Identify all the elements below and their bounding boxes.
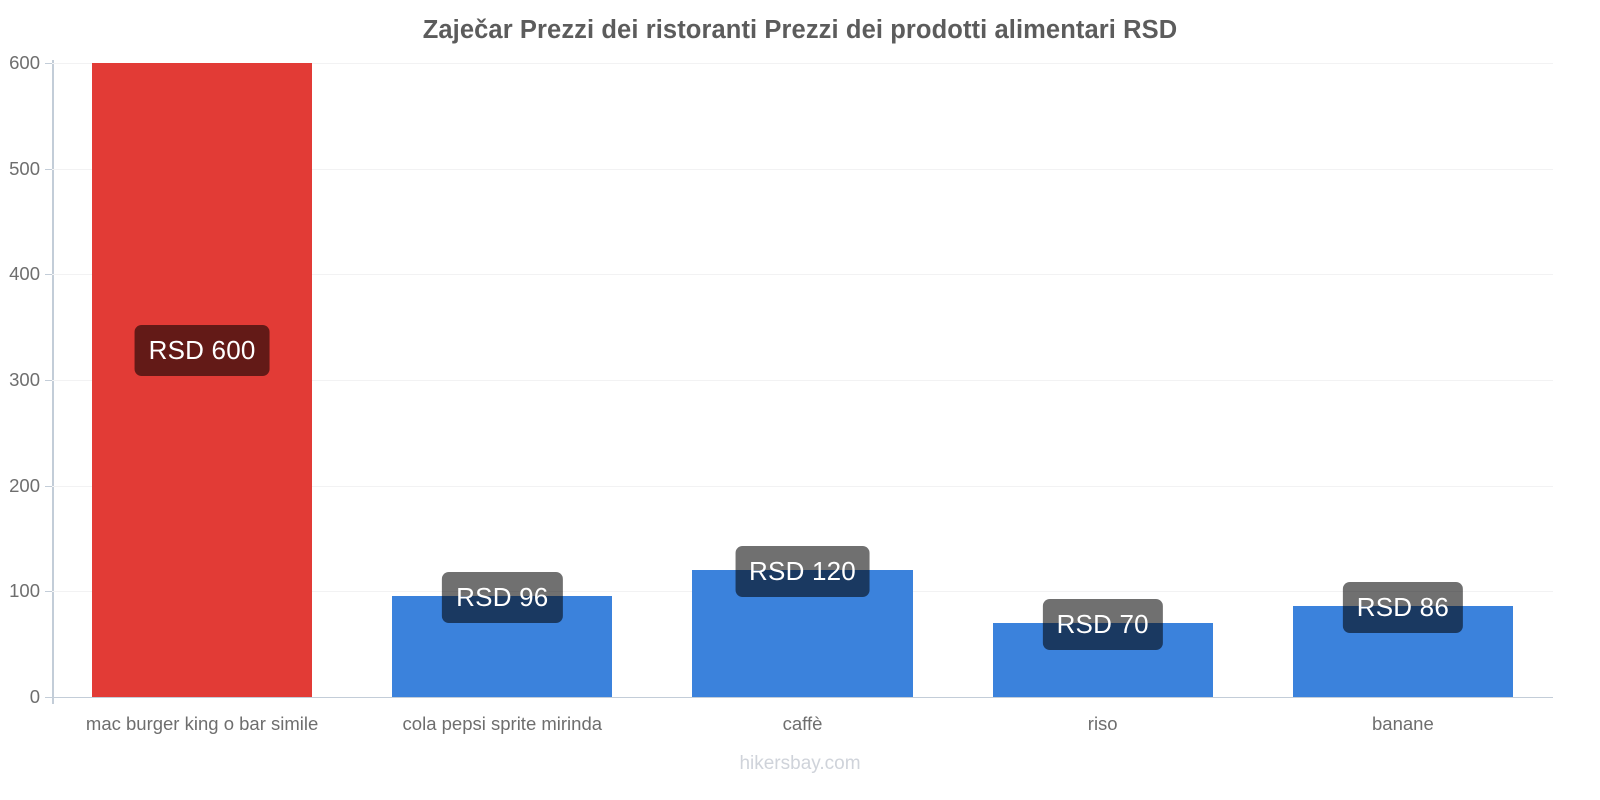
gridline-300 [52,380,1553,381]
chart-title: Zaječar Prezzi dei ristoranti Prezzi dei… [422,16,1178,44]
y-tick-label-600: 600 [9,52,40,73]
x-label-3: caffè [782,713,823,734]
y-tick-label-0: 0 [29,686,40,707]
x-label-2: cola pepsi sprite mirinda [402,713,603,734]
value-badge-4: RSD 70 [1042,599,1163,651]
value-badge-3: RSD 120 [735,546,870,598]
y-tick-mark-400 [45,274,52,276]
gridline-200 [52,485,1553,487]
x-label-5: banane [1372,713,1434,734]
bar-1[interactable] [92,63,313,697]
value-badge-2: RSD 96 [442,571,563,623]
y-tick-label-200: 200 [9,474,40,496]
y-tick-label-100: 100 [9,580,40,602]
y-tick-label-400: 400 [9,263,40,285]
y-tick-mark-600 [45,63,52,64]
x-label-1: mac burger king o bar simile [85,713,319,734]
y-axis-spine [52,60,54,704]
y-tick-label-500: 500 [9,157,40,179]
gridline-400 [52,274,1553,276]
x-label-4: riso [1087,713,1118,734]
gridline-500 [52,168,1553,170]
value-badge-1: RSD 600 [134,325,270,376]
gridline-600 [52,63,1553,64]
y-tick-label-300: 300 [9,369,40,390]
y-tick-mark-0 [45,697,52,698]
y-tick-mark-500 [45,168,52,170]
plot-area [52,63,1553,698]
y-tick-mark-300 [45,380,52,381]
value-badge-5: RSD 86 [1342,582,1464,634]
y-tick-mark-200 [45,485,52,487]
footer-credit: hikersbay.com [739,753,861,774]
gridline-0 [52,697,1553,698]
y-tick-mark-100 [45,591,52,593]
